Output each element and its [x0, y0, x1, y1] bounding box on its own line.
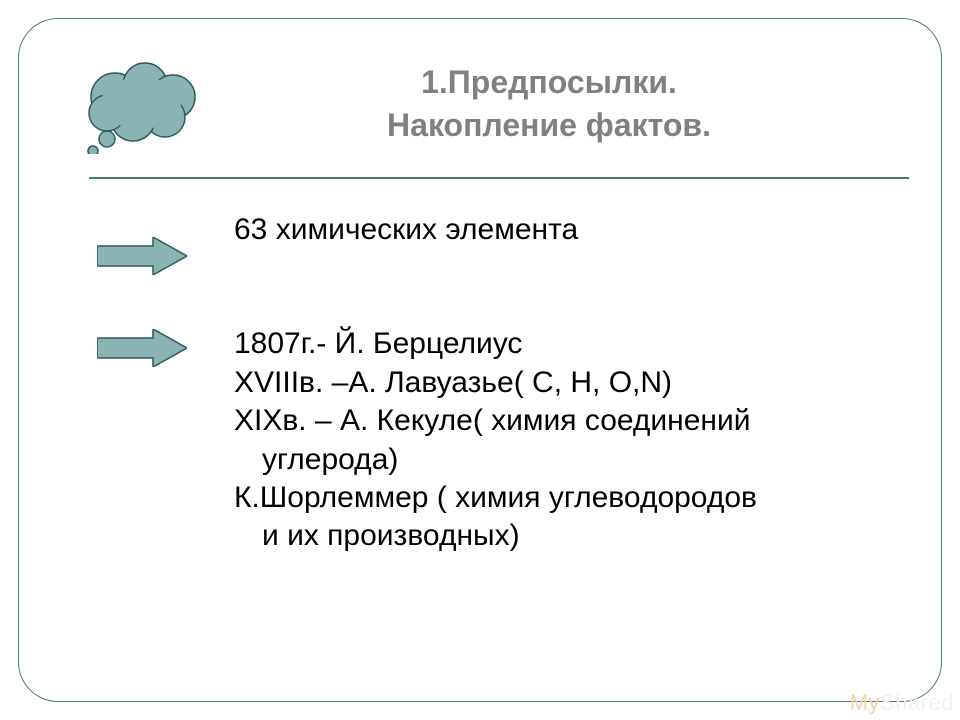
slide-body: 63 химических элемента 1807г.- Й. Берцел… — [234, 211, 914, 556]
body-line-cont: и их производных) — [234, 517, 914, 555]
body-line-cont: углерода) — [234, 441, 914, 479]
body-line: XIXв. – А. Кекуле( химия соединений — [234, 402, 914, 440]
watermark-suffix: Shared — [880, 690, 954, 715]
arrow-icon — [97, 237, 187, 275]
title-line-1: 1.Предпосылки. — [219, 61, 879, 104]
slide-frame: 1.Предпосылки. Накопление фактов. 63 хим… — [18, 18, 942, 702]
watermark-prefix: My — [850, 690, 880, 715]
body-line: 63 химических элемента — [234, 211, 914, 249]
title-line-2: Накопление фактов. — [219, 104, 879, 147]
title-underline — [89, 177, 909, 179]
watermark: MyShared — [850, 690, 954, 716]
slide-title: 1.Предпосылки. Накопление фактов. — [219, 61, 879, 147]
body-line: XVIIIв. –А. Лавуазье( С, Н, О,N) — [234, 364, 914, 402]
body-line: К.Шорлеммер ( химия углеводородов — [234, 479, 914, 517]
cloud-callout — [77, 59, 207, 154]
arrow-icon — [97, 329, 187, 367]
body-line: 1807г.- Й. Берцелиус — [234, 325, 914, 363]
